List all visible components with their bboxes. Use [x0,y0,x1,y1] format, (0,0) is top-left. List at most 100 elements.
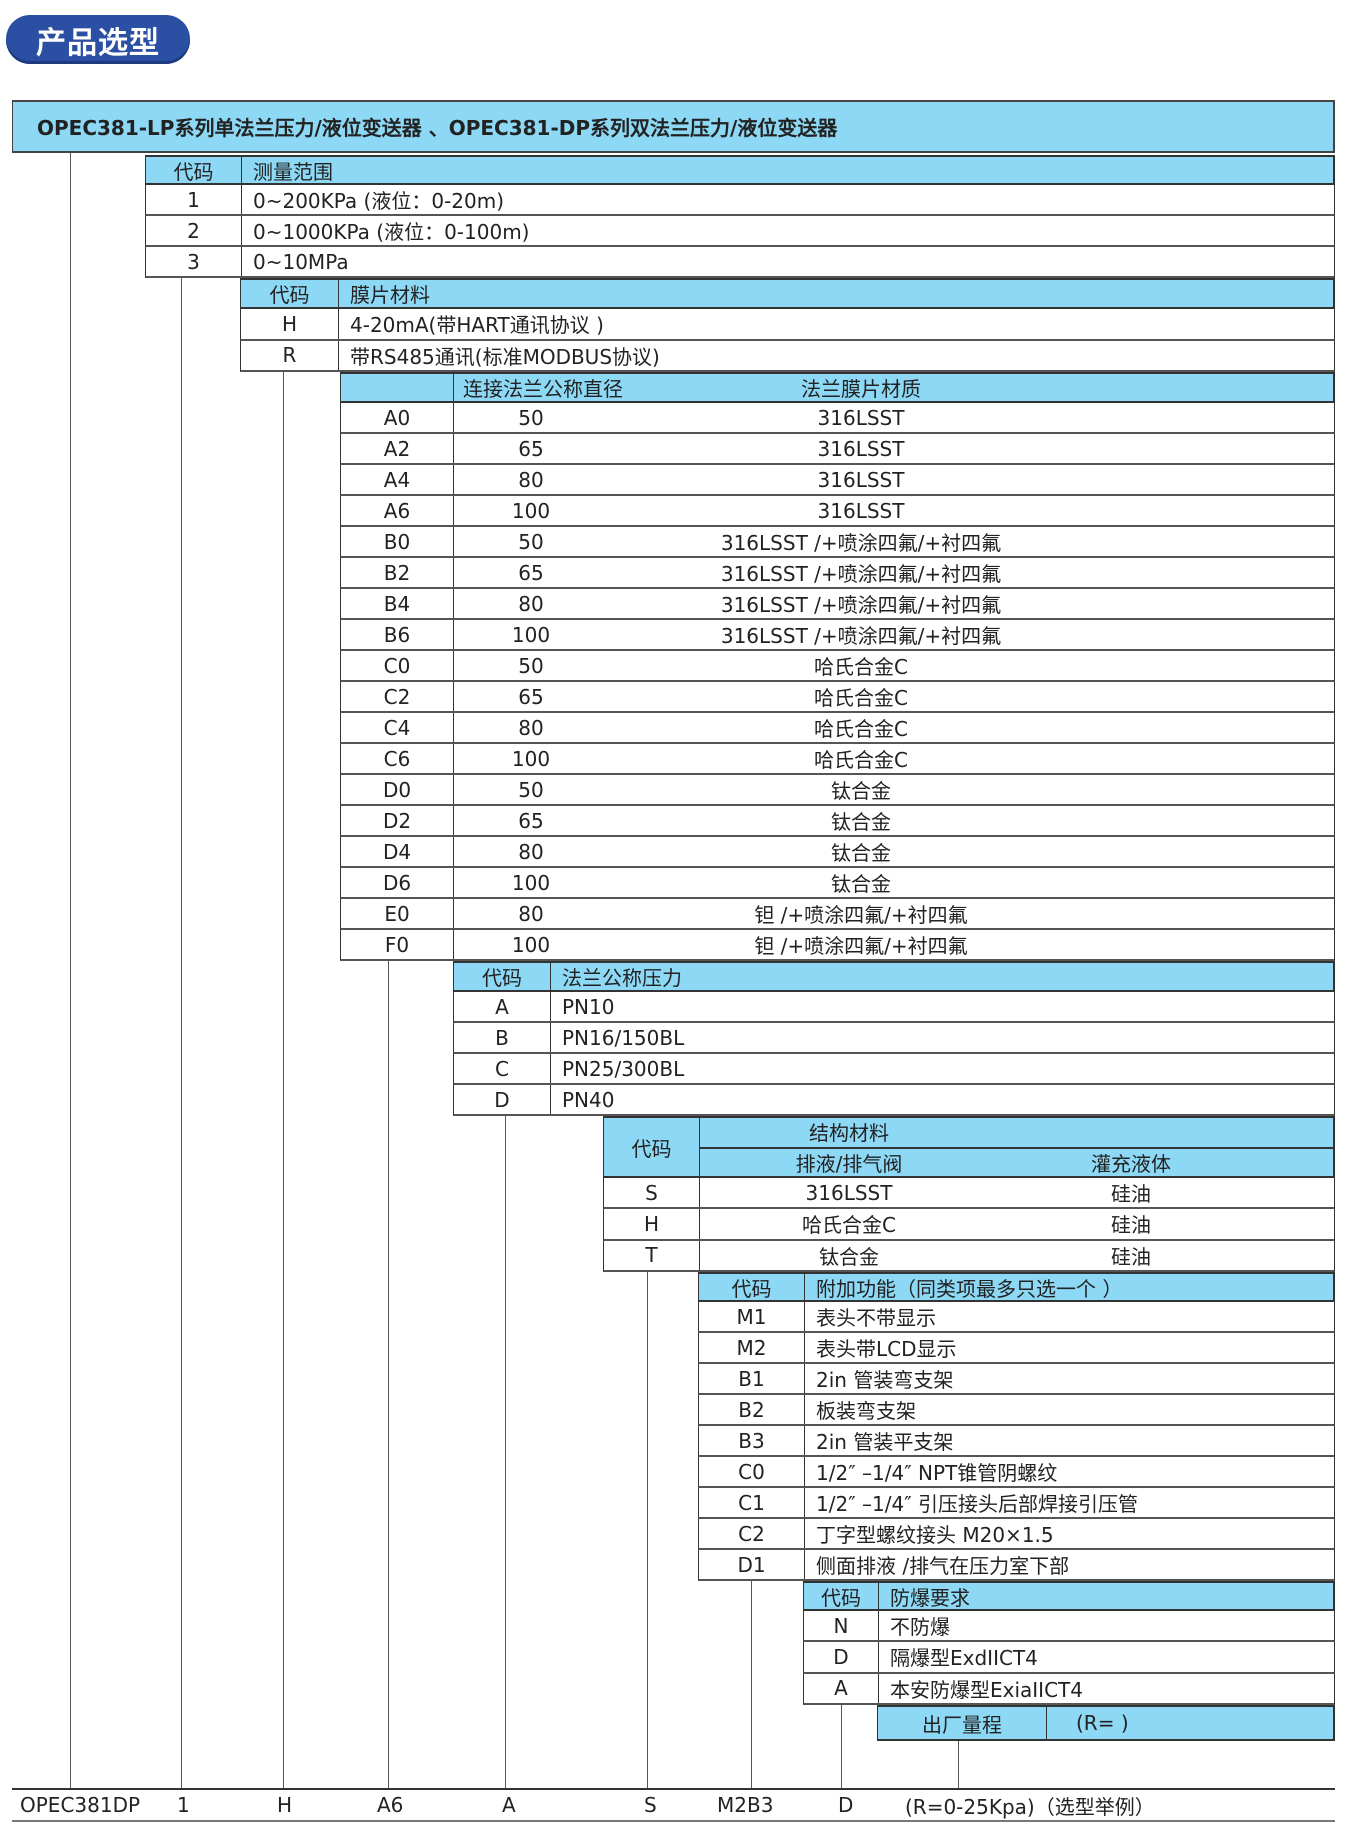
factory-range-label: 出厂量程 [922,1712,1002,1737]
column-divider [699,1240,700,1270]
example-code: M2B3 [717,1793,774,1817]
header-structure: 结构材料 [809,1121,889,1145]
value-cell: 侧面排液 /排气在压力室下部 [816,1554,1070,1578]
column-divider [804,1395,805,1424]
code-cell: S [645,1180,658,1205]
pressure-row: A PN10 [453,992,1335,1023]
column-divider [699,1209,700,1239]
column-divider [338,280,339,307]
code-cell: 3 [187,249,200,274]
material-cell: 316LSST [817,467,905,492]
code-cell: D6 [382,870,412,895]
column-divider [804,1488,805,1517]
flange-row: A6 100 316LSST [340,496,1335,527]
material-cell: 哈氏合金C [814,655,908,679]
flange-row: D0 50 钛合金 [340,775,1335,806]
value-cell: 0~200KPa (液位：0-20m) [253,189,505,213]
value-cell: 隔爆型ExdIICT4 [890,1646,1038,1671]
code-cell: D2 [382,808,412,833]
column-divider [804,1274,805,1300]
diameter-cell: 100 [511,498,551,523]
column-divider [550,1085,551,1114]
diameter-cell: 65 [518,684,544,709]
column-divider [550,963,551,990]
header-valve: 排液/排气阀 [795,1152,903,1176]
fill-cell: 硅油 [1111,1182,1151,1207]
value-cell: PN25/300BL [562,1056,685,1081]
code-cell: D1 [737,1552,766,1577]
pressure-row: C PN25/300BL [453,1054,1335,1085]
section-badge: 产品选型 [6,15,190,64]
header-code: 代码 [731,1276,772,1301]
code-cell: A [834,1676,848,1701]
flange-row: A2 65 316LSST [340,434,1335,465]
flange-row: A0 50 316LSST [340,403,1335,434]
material-cell: 316LSST /+喷涂四氟/+衬四氟 [720,593,1002,617]
value-cell: 本安防爆型ExiaIICT4 [890,1677,1083,1702]
structure-header: 代码 结构材料 排液/排气阀 灌充液体 [603,1116,1335,1178]
value-cell: 1/2″ –1/4″ NPT锥管阴螺纹 [816,1461,1058,1485]
column-divider [878,1583,879,1609]
fill-cell: 硅油 [1111,1213,1151,1238]
code-cell: T [645,1243,658,1268]
connector-line [181,278,182,1788]
header-material: 法兰膜片材质 [801,377,921,401]
code-cell: B6 [383,622,411,647]
flange-row: B4 80 316LSST /+喷涂四氟/+衬四氟 [340,589,1335,620]
column-divider [550,1054,551,1083]
pressure-row: D PN40 [453,1085,1335,1116]
header-split [699,1147,1333,1149]
column-divider [241,247,242,276]
connector-line [751,1581,752,1788]
column-divider [453,899,454,928]
explosion-row: D 隔爆型ExdIICT4 [803,1642,1335,1674]
column-divider [453,806,454,835]
explosion-row: N 不防爆 [803,1611,1335,1643]
diameter-cell: 100 [511,932,551,957]
options-row: C2 丁字型螺纹接头 M20×1.5 [698,1519,1335,1550]
column-divider [804,1550,805,1579]
material-cell: 钽 /+喷涂四氟/+衬四氟 [754,934,968,958]
explosion-row: A 本安防爆型ExiaIICT4 [803,1673,1335,1705]
value-cell: 1/2″ –1/4″ 引压接头后部焊接引压管 [816,1492,1139,1516]
code-cell: 1 [187,187,200,212]
range-row: 1 0~200KPa (液位：0-20m) [145,185,1335,216]
column-divider [453,930,454,959]
column-divider [453,837,454,866]
value-cell: 2in 管装弯支架 [816,1368,954,1392]
diameter-cell: 50 [518,653,544,678]
material-cell: 钛合金 [831,841,891,865]
pressure-header: 代码 法兰公称压力 [453,961,1335,992]
range-header: 代码 测量范围 [145,155,1335,185]
material-cell: 钛合金 [831,810,891,834]
diameter-cell: 100 [511,622,551,647]
column-divider [453,620,454,649]
code-cell: A [495,994,509,1019]
header-label: 防爆要求 [890,1585,970,1610]
connector-line [388,961,389,1788]
header-label: 测量范围 [253,159,333,184]
valve-cell: 哈氏合金C [802,1213,896,1238]
structure-row: H 哈氏合金C 硅油 [603,1209,1335,1241]
connector-line [70,153,71,1788]
diameter-cell: 65 [518,436,544,461]
structure-row: T 钛合金 硅油 [603,1240,1335,1272]
options-row: B1 2in 管装弯支架 [698,1364,1335,1395]
example-code: A [502,1793,516,1817]
code-cell: A0 [383,405,411,430]
column-divider [550,1023,551,1052]
column-divider [453,713,454,742]
example-code: S [644,1793,657,1817]
options-row: C1 1/2″ –1/4″ 引压接头后部焊接引压管 [698,1488,1335,1519]
material-cell: 316LSST [817,498,905,523]
column-divider [453,465,454,494]
options-row: M1 表头不带显示 [698,1302,1335,1333]
header-code: 代码 [173,159,214,184]
value-cell: PN40 [562,1087,615,1112]
range-row: 3 0~10MPa [145,247,1335,278]
column-divider [453,434,454,463]
value-cell: 0~1000KPa (液位：0-100m) [253,220,530,244]
diameter-cell: 50 [518,777,544,802]
code-cell: R [282,343,297,368]
column-divider [699,1178,700,1208]
